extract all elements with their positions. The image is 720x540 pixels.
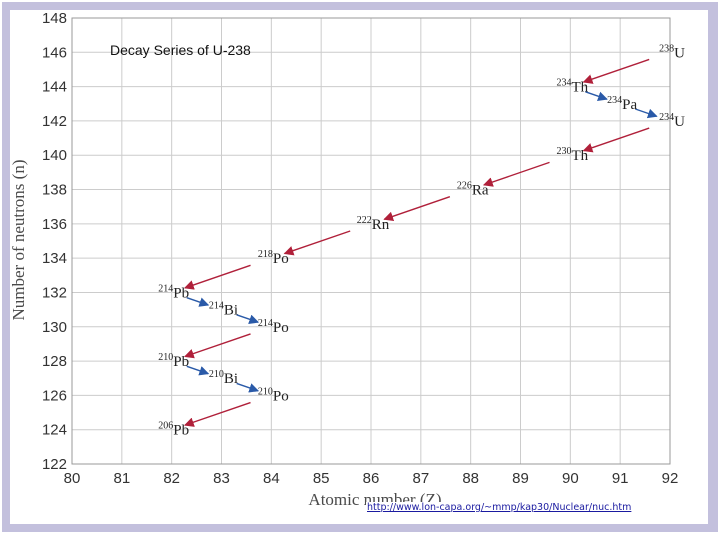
- nuclide-label: 234Pa: [607, 95, 637, 113]
- y-axis-title: Number of neutrons (n): [9, 160, 28, 321]
- element-symbol: Pb: [173, 285, 189, 301]
- y-tick-label: 126: [42, 387, 67, 404]
- element-symbol: Th: [571, 80, 588, 96]
- mass-number: 238: [659, 43, 674, 54]
- element-symbol: Po: [273, 320, 289, 336]
- plot-border: [71, 17, 671, 465]
- element-symbol: Bi: [224, 303, 238, 319]
- nuclide-labels: 238U234Th234Pa234U230Th226Ra222Rn218Po21…: [158, 43, 685, 438]
- nuclide-label: 230Th: [556, 146, 588, 164]
- mass-number: 210: [258, 386, 273, 397]
- x-tick-label: 89: [512, 470, 529, 487]
- chart-panel: [10, 10, 708, 524]
- y-tick-label: 130: [42, 319, 67, 336]
- mass-number: 222: [357, 215, 372, 226]
- nuclide-label: 210Pb: [158, 352, 189, 370]
- x-tick-label: 83: [213, 470, 230, 487]
- element-symbol: Pa: [622, 97, 637, 113]
- alpha-decay-arrow: [383, 196, 451, 222]
- y-tick-label: 140: [42, 147, 67, 164]
- nuclide-label: 234U: [659, 112, 685, 130]
- mass-number: 214: [258, 318, 273, 329]
- nuclide-label: 226Ra: [457, 181, 489, 199]
- y-tick-label: 142: [42, 113, 67, 130]
- nuclide-label: 214Bi: [209, 301, 238, 319]
- nuclide-label: 218Po: [258, 249, 289, 267]
- y-tick-label: 138: [42, 182, 67, 199]
- nuclide-label: 214Pb: [158, 283, 189, 301]
- element-symbol: Bi: [224, 371, 238, 387]
- beta-decay-arrow: [585, 91, 608, 101]
- element-symbol: Th: [571, 148, 588, 164]
- alpha-decay-arrow: [183, 264, 251, 290]
- nuclide-label: 238U: [659, 43, 685, 61]
- x-tick-label: 82: [163, 470, 180, 487]
- x-tick-label: 84: [263, 470, 280, 487]
- x-tick-label: 88: [462, 470, 479, 487]
- mass-number: 218: [258, 249, 273, 260]
- nuclide-label: 206Pb: [158, 421, 189, 439]
- mass-number: 210: [158, 352, 173, 363]
- element-symbol: U: [674, 114, 685, 130]
- alpha-decay-arrow: [283, 230, 351, 256]
- mass-number: 234: [607, 95, 622, 106]
- alpha-decay-arrow: [183, 401, 251, 427]
- alpha-decay-arrow: [582, 58, 650, 84]
- element-symbol: Ra: [472, 183, 489, 199]
- mass-number: 214: [158, 283, 173, 294]
- y-tick-label: 146: [42, 44, 67, 61]
- x-tick-label: 80: [64, 470, 81, 487]
- y-tick-label: 124: [42, 422, 67, 439]
- decay-arrows: [183, 58, 658, 427]
- element-symbol: Pb: [173, 354, 189, 370]
- mass-number: 210: [209, 369, 224, 380]
- source-link[interactable]: http://www.lon-capa.org/~mmp/kap30/Nucle…: [366, 502, 633, 513]
- nuclide-label: 214Po: [258, 318, 289, 336]
- beta-decay-arrow: [236, 382, 260, 393]
- nuclide-label: 222Rn: [357, 215, 390, 233]
- beta-decay-arrow: [635, 108, 658, 119]
- alpha-decay-arrow: [582, 127, 650, 153]
- y-tick-label: 122: [42, 456, 67, 473]
- y-tick-label: 148: [42, 10, 67, 27]
- x-tick-label: 92: [662, 470, 679, 487]
- y-tick-label: 128: [42, 353, 67, 370]
- mass-number: 214: [209, 301, 224, 312]
- element-symbol: Po: [273, 388, 289, 404]
- element-symbol: Rn: [372, 217, 390, 233]
- element-symbol: Pb: [173, 423, 189, 439]
- nuclide-label: 234Th: [556, 78, 588, 96]
- beta-decay-arrow: [186, 365, 210, 376]
- mass-number: 206: [158, 421, 173, 432]
- mass-number: 234: [659, 112, 674, 123]
- x-tick-label: 91: [612, 470, 629, 487]
- alpha-decay-arrow: [482, 161, 550, 187]
- x-tick-label: 81: [113, 470, 130, 487]
- beta-decay-arrow: [186, 297, 210, 307]
- nuclide-label: 210Bi: [209, 369, 238, 387]
- x-tick-label: 85: [313, 470, 330, 487]
- chart-title: Decay Series of U-238: [110, 42, 251, 58]
- mass-number: 230: [556, 146, 571, 157]
- tick-labels: 80 81 82 83 84 85 86 87 88 89 90 91 92 122 124 126 128 13…: [42, 10, 678, 487]
- beta-decay-arrow: [236, 314, 260, 324]
- mass-number: 234: [556, 78, 571, 89]
- nuclide-label: 210Po: [258, 386, 289, 404]
- y-tick-label: 144: [42, 79, 67, 96]
- x-tick-label: 87: [412, 470, 429, 487]
- element-symbol: U: [674, 45, 685, 61]
- x-tick-label: 90: [562, 470, 579, 487]
- mass-number: 226: [457, 181, 472, 192]
- alpha-decay-arrow: [183, 333, 251, 359]
- element-symbol: Po: [273, 251, 289, 267]
- gridlines: [71, 17, 671, 465]
- x-tick-label: 86: [363, 470, 380, 487]
- y-tick-label: 134: [42, 250, 67, 267]
- y-tick-label: 132: [42, 284, 67, 301]
- y-tick-label: 136: [42, 216, 67, 233]
